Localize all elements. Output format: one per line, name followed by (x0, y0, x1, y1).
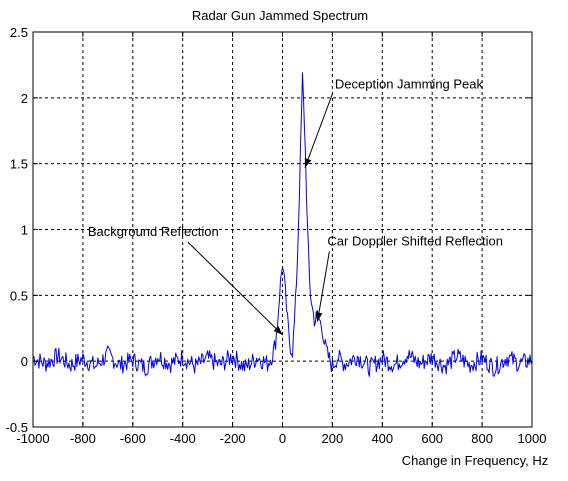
x-tick-label: -1000 (16, 431, 49, 446)
annotation-arrowhead (304, 157, 312, 168)
y-tick-label: 1 (21, 223, 28, 238)
annotation-label: Car Doppler Shifted Reflection (327, 233, 503, 248)
annotation-layer: Deception Jamming Peak Background Reflect… (88, 77, 503, 336)
x-tick-label: -200 (220, 431, 246, 446)
annotation-arrow (187, 241, 283, 336)
annotation-arrowhead (315, 312, 323, 322)
x-tick-label: 200 (322, 431, 344, 446)
spectrum-series-line (32, 72, 533, 377)
y-tick-label: -0.5 (6, 420, 28, 435)
y-tick-label: 2.5 (10, 25, 28, 40)
y-tick-label: 1.5 (10, 157, 28, 172)
annotation-arrow (304, 92, 334, 168)
x-tick-label: 600 (421, 431, 443, 446)
x-tick-label: -400 (170, 431, 196, 446)
x-tick-label: 800 (471, 431, 493, 446)
y-tick-label: 0 (21, 354, 28, 369)
y-tick-label: 0.5 (10, 288, 28, 303)
x-axis-label: Change in Frequency, Hz (402, 453, 548, 468)
y-tick-label: 2 (21, 91, 28, 106)
series-layer (32, 72, 533, 377)
annotation-arrow (316, 251, 330, 322)
ticks-layer: -1000 -800 -600 -400 -200 0 200 400 600 800 1000 -0… (6, 25, 547, 446)
chart-title: Radar Gun Jammed Spectrum (192, 8, 368, 23)
annotation-label: Background Reflection (88, 224, 219, 239)
annotation-arrowhead (273, 326, 283, 335)
x-tick-label: -600 (120, 431, 146, 446)
annotation-label: Deception Jamming Peak (335, 77, 484, 92)
x-tick-label: 400 (371, 431, 393, 446)
x-tick-label: 1000 (518, 431, 547, 446)
x-tick-label: -800 (70, 431, 96, 446)
x-tick-label: 0 (279, 431, 286, 446)
